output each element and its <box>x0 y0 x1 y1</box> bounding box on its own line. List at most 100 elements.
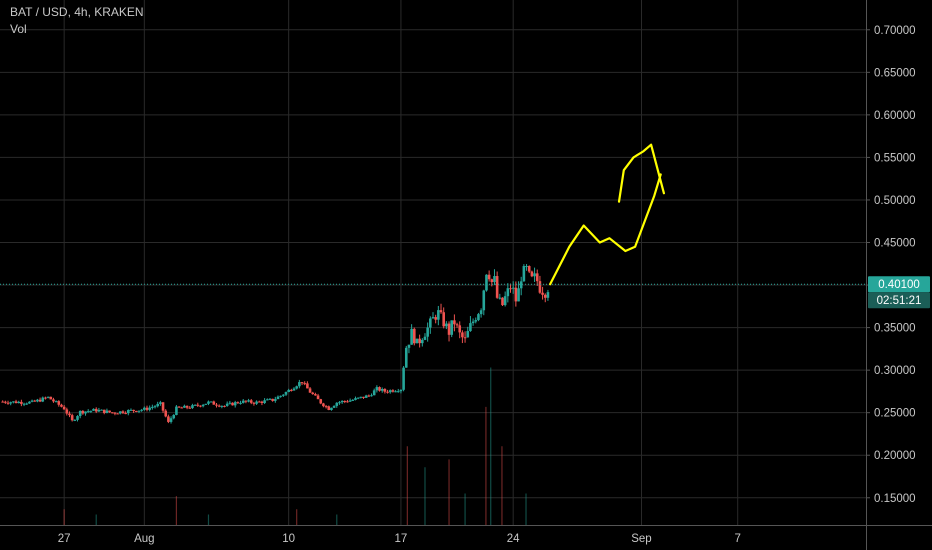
candle-body <box>44 397 47 399</box>
candle-body <box>469 323 472 332</box>
candle-body <box>380 389 384 391</box>
candle-body <box>231 402 234 406</box>
candle-body <box>97 409 101 412</box>
volume-bar <box>207 514 210 525</box>
candle-body <box>4 401 7 403</box>
current-price-label: 0.40100 <box>878 279 920 291</box>
candle-body <box>463 337 467 339</box>
candle-body <box>362 396 365 398</box>
candle-body <box>370 395 373 397</box>
candle-body <box>391 390 395 392</box>
candle-body <box>538 281 542 293</box>
candle-body <box>279 395 282 397</box>
candle-body <box>330 407 333 411</box>
candle-body <box>73 419 77 421</box>
candle-body <box>388 390 392 393</box>
candle-body <box>102 409 106 414</box>
candle-body <box>49 396 53 400</box>
candle-body <box>121 411 125 414</box>
candle-body <box>220 405 224 407</box>
volume-bar <box>296 509 298 525</box>
candle-body <box>236 402 240 404</box>
candle-body <box>295 386 298 389</box>
candle-body <box>81 410 85 414</box>
candle-body <box>426 327 429 337</box>
candle-body <box>533 273 536 277</box>
time-tick-label: 27 <box>58 533 71 545</box>
candle-body <box>327 406 331 411</box>
price-tick-label: 0.60000 <box>874 110 916 122</box>
candle-body <box>503 296 507 306</box>
candle-body <box>399 389 403 392</box>
candle-body <box>140 409 143 411</box>
candle-body <box>185 405 189 408</box>
candle-body <box>322 403 325 407</box>
candle-body <box>290 389 293 391</box>
volume-bar <box>95 514 97 525</box>
candle-body <box>511 287 515 289</box>
candle-body <box>20 401 23 404</box>
candle-body <box>412 328 416 344</box>
countdown-badge <box>868 292 930 309</box>
candle-body <box>474 320 478 322</box>
candle-body <box>461 332 464 338</box>
price-tick-label: 0.20000 <box>874 450 916 462</box>
candle-body <box>378 387 381 391</box>
candle-body <box>546 292 550 298</box>
candle-body <box>263 400 266 403</box>
candle-body <box>6 402 10 404</box>
candle-body <box>9 402 12 404</box>
candle-body <box>485 274 488 291</box>
candle-body <box>324 406 328 408</box>
candle-body <box>76 416 79 420</box>
candle-body <box>100 409 103 411</box>
candle-body <box>1 401 4 403</box>
candle-body <box>429 318 432 328</box>
candle-body <box>351 399 355 401</box>
candle-body <box>348 400 352 402</box>
candle-body <box>36 399 39 402</box>
candle-body <box>25 403 29 405</box>
price-tick-label: 0.55000 <box>874 152 916 164</box>
price-tick-label: 0.45000 <box>874 238 916 250</box>
volume-bar <box>448 459 450 525</box>
candle-body <box>233 402 237 406</box>
candle-body <box>135 410 138 412</box>
candle-body <box>447 323 451 335</box>
volume-bar <box>525 493 527 525</box>
candle-body <box>354 398 357 400</box>
candle-body <box>303 383 307 385</box>
time-tick-label: 7 <box>735 533 741 545</box>
candle-body <box>249 400 253 403</box>
candle-body <box>404 347 408 368</box>
volume-label: Vol <box>10 22 27 36</box>
candle-body <box>375 387 379 391</box>
candle-body <box>386 391 389 393</box>
candle-body <box>28 401 31 404</box>
candle-body <box>477 314 480 321</box>
candle-body <box>453 320 456 325</box>
price-tick-label: 0.70000 <box>874 25 916 37</box>
candle-body <box>535 273 539 282</box>
candle-body <box>124 413 127 415</box>
candle-body <box>421 339 424 344</box>
candle-body <box>394 391 397 393</box>
candle-body <box>94 408 98 412</box>
time-tick-label: Aug <box>134 533 154 545</box>
candle-body <box>60 404 63 407</box>
candle-body <box>335 402 339 406</box>
candle-body <box>84 411 87 414</box>
volume-bar <box>424 467 426 525</box>
candle-body <box>274 399 277 401</box>
candle-body <box>530 271 534 277</box>
candle-body <box>407 344 411 348</box>
candle-body <box>308 388 312 393</box>
candle-body <box>268 398 272 400</box>
candle-body <box>284 391 288 395</box>
candle-body <box>52 399 55 402</box>
candle-body <box>311 392 315 395</box>
candle-body <box>177 406 181 408</box>
price-tick-label: 0.15000 <box>874 493 916 505</box>
candle-body <box>415 338 419 344</box>
